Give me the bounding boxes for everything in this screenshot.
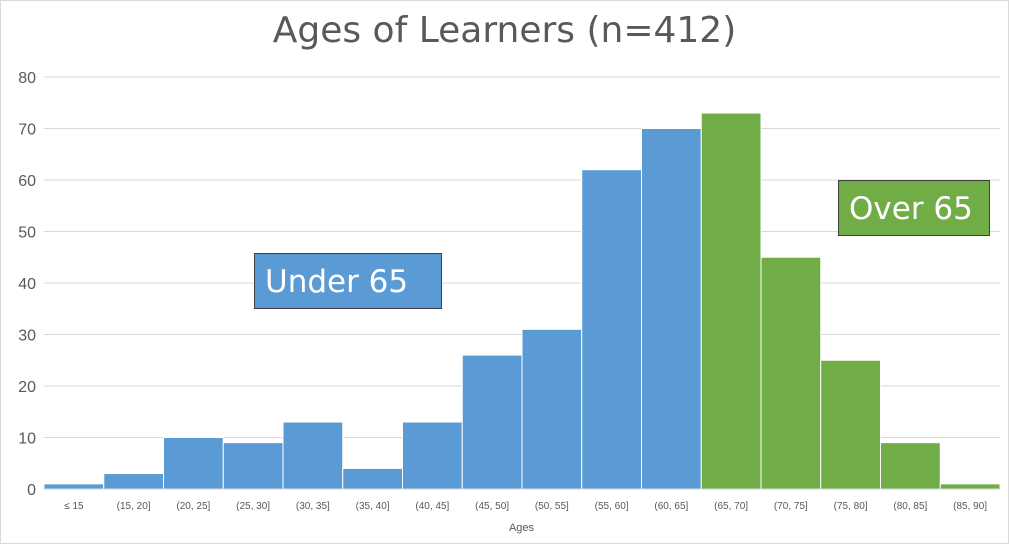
bar [222, 442, 284, 490]
chart-title: Ages of Learners (n=412) [272, 10, 737, 51]
y-tick-label: 30 [18, 328, 36, 345]
bar [641, 128, 702, 490]
bar [760, 256, 822, 490]
bar [342, 467, 403, 490]
x-tick-label: (20, 25] [176, 501, 210, 512]
bar [103, 473, 164, 490]
x-tick-label: (70, 75] [774, 501, 808, 512]
x-tick-label: (75, 80] [834, 501, 868, 512]
x-tick-label: (40, 45] [415, 501, 449, 512]
x-tick-label: (55, 60] [595, 501, 629, 512]
bar [700, 112, 762, 490]
y-tick-label: 20 [18, 379, 36, 396]
y-tick-label: 10 [18, 431, 36, 448]
x-tick-label: (15, 20] [117, 501, 151, 512]
under-65-callout: Under 65 [254, 253, 442, 309]
x-tick-label: (65, 70] [714, 501, 748, 512]
bar [402, 421, 463, 490]
x-tick-label: (25, 30] [236, 501, 270, 512]
bar [163, 437, 224, 490]
y-tick-label: 60 [18, 173, 36, 190]
bar [521, 328, 583, 490]
x-axis-label: Ages [508, 522, 535, 534]
x-tick-label: (50, 55] [535, 501, 569, 512]
x-tick-label: (35, 40] [356, 501, 390, 512]
bar [820, 359, 881, 490]
x-tick-label: (60, 65] [654, 501, 688, 512]
x-tick-label: (45, 50] [475, 501, 509, 512]
bar [461, 354, 523, 490]
bar [282, 421, 344, 490]
y-tick-label: 40 [18, 276, 36, 293]
y-tick-label: 70 [18, 122, 36, 139]
y-tick-label: 50 [18, 225, 36, 242]
x-tick-label: (85, 90] [953, 501, 987, 512]
x-tick-label: (80, 85] [893, 501, 927, 512]
bar [43, 483, 105, 490]
over-65-callout: Over 65 [838, 180, 990, 236]
bar [880, 442, 941, 490]
x-tick-label: (30, 35] [296, 501, 330, 512]
bar [581, 169, 642, 490]
y-tick-label: 0 [27, 482, 36, 499]
x-tick-label: ≤ 15 [64, 501, 84, 512]
bar [939, 483, 1001, 490]
y-tick-label: 80 [18, 70, 36, 87]
